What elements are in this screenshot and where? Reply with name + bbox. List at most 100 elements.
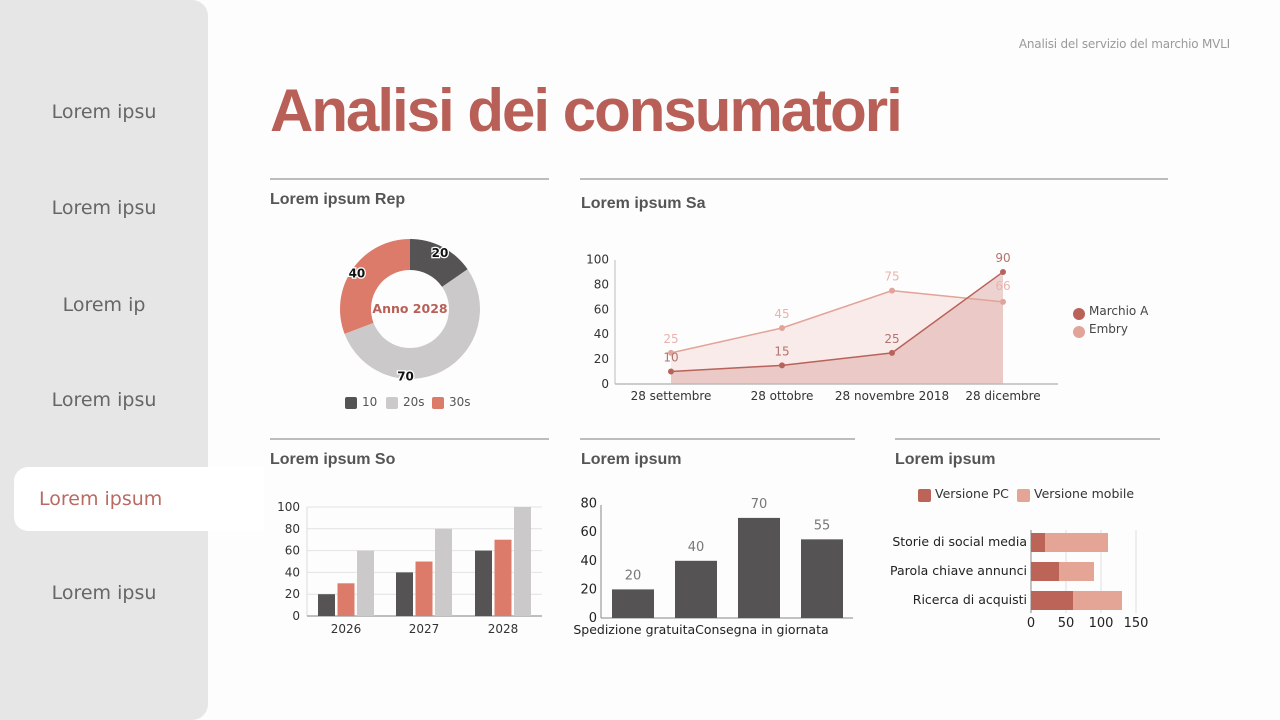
bar <box>801 539 843 618</box>
x-tick-label: 100 <box>1089 616 1114 631</box>
y-tick-label: 60 <box>594 302 609 316</box>
data-label: 15 <box>774 344 789 358</box>
area-line-chart: 0 20 40 60 80 100 28 settembre 28 ottobre 28 nov… <box>586 251 1149 403</box>
bar <box>494 539 512 616</box>
y-tick-label: 0 <box>589 611 597 626</box>
y-category-label: Storie di social media <box>892 534 1027 549</box>
data-point <box>668 349 674 356</box>
data-label: 10 <box>663 351 678 365</box>
sidebar-item-1[interactable]: Lorem ipsu <box>51 101 157 123</box>
data-label: 75 <box>884 270 899 284</box>
legend-label: Versione mobile <box>1034 486 1134 501</box>
data-point <box>779 362 785 369</box>
bar-value-label: 55 <box>814 518 831 533</box>
data-point <box>889 287 895 294</box>
header-caption: Analisi del servizio del marchio MVLI <box>1018 37 1230 51</box>
page-title: Analisi dei consumatori <box>270 77 903 144</box>
panel-divider <box>580 178 1168 180</box>
panel-divider <box>895 438 1160 440</box>
stacked-bar-segment <box>1059 562 1094 581</box>
donut-value-label: 40 <box>349 266 366 280</box>
legend-swatch <box>345 397 357 409</box>
panel-divider <box>270 178 549 180</box>
data-label: 25 <box>884 332 899 346</box>
y-tick-label: 60 <box>580 525 597 540</box>
sidebar-item-6[interactable]: Lorem ipsu <box>51 582 157 604</box>
donut-slice <box>340 239 410 334</box>
x-tick-label: 28 novembre 2018 <box>835 389 949 403</box>
panel-divider <box>580 438 855 440</box>
y-tick-label: 0 <box>292 609 300 623</box>
bar-value-label: 40 <box>688 540 705 555</box>
legend-dot <box>1073 326 1085 338</box>
donut-panel-title: Lorem ipsum Rep <box>270 191 406 208</box>
y-tick-label: 100 <box>586 253 609 267</box>
data-label: 90 <box>995 251 1010 265</box>
bar <box>514 507 531 616</box>
bar <box>337 583 355 616</box>
y-tick-label: 100 <box>277 500 300 514</box>
bar <box>475 550 492 616</box>
bar <box>357 550 374 616</box>
y-category-label: Ricerca di acquisti <box>913 592 1027 607</box>
stacked-bar-segment <box>1045 533 1108 552</box>
grouped-bar-chart: 0 20 40 60 80 100 2026 2027 2028 <box>277 500 542 636</box>
stacked-bar-chart: 0 50 100 150 Storie di social media Parola ch… <box>890 486 1148 631</box>
y-tick-label: 20 <box>285 587 300 601</box>
bars-panel-title: Lorem ipsum <box>581 451 682 468</box>
data-label: 45 <box>774 307 789 321</box>
line-panel-title: Lorem ipsum Sa <box>581 195 706 212</box>
stacked-bar-segment <box>1031 533 1045 552</box>
data-point <box>889 349 895 356</box>
legend-swatch <box>1017 489 1030 502</box>
legend-label: Embry <box>1089 322 1128 336</box>
sidebar-item-4[interactable]: Lorem ipsu <box>51 389 157 411</box>
x-tick-label: 28 dicembre <box>965 389 1040 403</box>
series-line <box>670 289 1004 354</box>
x-tick-label: 2027 <box>409 622 440 636</box>
legend-label: Versione PC <box>935 486 1009 501</box>
y-tick-label: 20 <box>594 352 609 366</box>
stacked-bar-segment <box>1031 591 1073 610</box>
legend-label: 30s <box>449 395 471 409</box>
y-tick-label: 40 <box>285 565 300 579</box>
data-label: 66 <box>995 279 1010 293</box>
legend-label: 20s <box>403 395 425 409</box>
bar <box>435 528 452 616</box>
grouped-panel-title: Lorem ipsum So <box>270 451 396 468</box>
donut-slice <box>344 269 480 380</box>
x-tick-label: 150 <box>1124 616 1149 631</box>
sidebar: Lorem ipsu Lorem ipsu Lorem ip Lorem ips… <box>0 0 208 720</box>
bar-value-label: 70 <box>751 497 768 512</box>
sidebar-item-3[interactable]: Lorem ip <box>62 294 146 316</box>
y-category-label: Parola chiave annunci <box>890 563 1027 578</box>
y-tick-label: 80 <box>594 277 609 291</box>
data-point <box>1000 268 1006 275</box>
sidebar-item-2[interactable]: Lorem ipsu <box>51 197 157 219</box>
sidebar-item-5-active[interactable]: Lorem ipsum <box>14 467 264 531</box>
bar <box>738 517 780 618</box>
x-tick-label: 28 ottobre <box>751 389 814 403</box>
x-tick-label: 28 settembre <box>631 389 712 403</box>
bar <box>318 594 335 616</box>
stacked-bar-segment <box>1073 591 1122 610</box>
y-tick-label: 40 <box>594 327 609 341</box>
y-tick-label: 60 <box>285 544 300 558</box>
series-line <box>670 271 1004 373</box>
data-point <box>1000 298 1006 305</box>
data-point <box>779 324 785 331</box>
donut-value-label: 70 <box>397 369 414 383</box>
bar-chart: 0 20 40 60 80 20 40 70 55 Spedizione gratuitaCons… <box>573 497 853 637</box>
x-tick-label: Spedizione gratuitaConsegna in giornata <box>573 622 828 637</box>
y-tick-label: 40 <box>580 554 597 569</box>
y-tick-label: 80 <box>285 522 300 536</box>
x-tick-label: 0 <box>1027 616 1035 631</box>
donut-slice <box>410 239 468 287</box>
x-tick-label: 2026 <box>331 622 362 636</box>
bar <box>675 560 717 618</box>
donut-value-label: 20 <box>432 246 449 260</box>
bar <box>612 589 654 618</box>
bar-value-label: 20 <box>625 568 642 583</box>
x-tick-label: 2028 <box>488 622 519 636</box>
